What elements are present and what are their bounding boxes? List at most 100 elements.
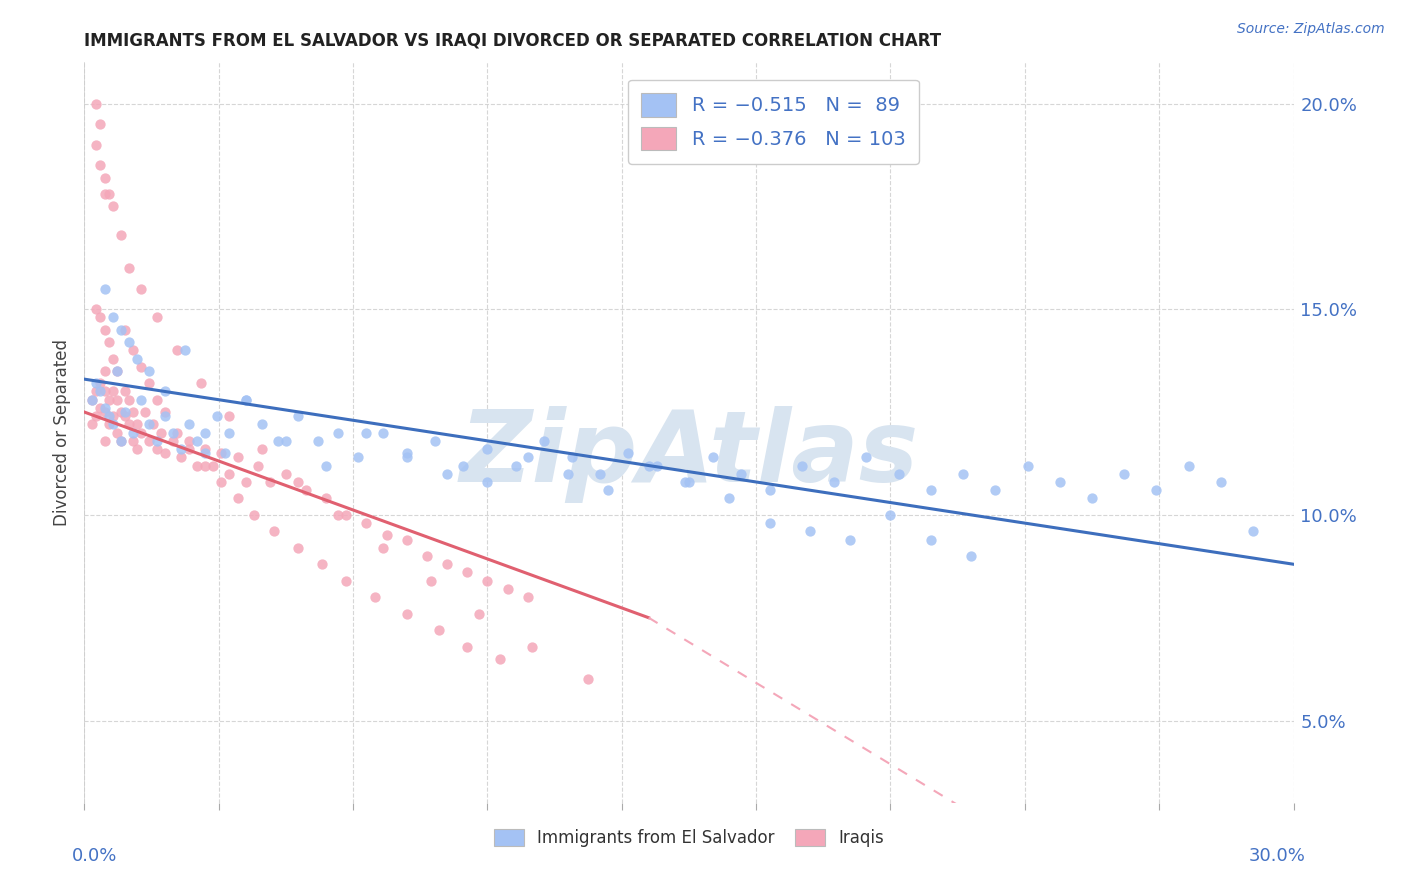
Point (138, 434, 160, 448)
Point (170, 450, 193, 465)
Point (110, 323, 132, 337)
Point (423, 434, 446, 448)
Point (218, 425, 240, 440)
Point (86, 302, 108, 317)
Point (190, 376, 212, 391)
Point (295, 483, 318, 498)
Point (105, 392, 128, 407)
Point (451, 458, 474, 473)
Point (516, 450, 538, 465)
Point (335, 574, 357, 588)
Point (589, 467, 612, 481)
Point (138, 376, 160, 391)
Point (617, 446, 640, 460)
Point (307, 434, 329, 448)
Point (97, 417, 120, 432)
Point (162, 425, 184, 440)
Point (110, 434, 132, 448)
Point (375, 528, 398, 542)
Point (879, 508, 901, 522)
Point (179, 417, 201, 432)
Text: 0.0%: 0.0% (72, 847, 118, 865)
Point (328, 508, 350, 522)
Point (101, 310, 124, 325)
Point (89, 310, 111, 325)
Point (179, 434, 201, 448)
Point (1114, 467, 1136, 481)
Point (125, 442, 148, 456)
Point (89, 401, 111, 415)
Point (125, 351, 148, 366)
Point (758, 516, 780, 530)
Legend: Immigrants from El Salvador, Iraqis: Immigrants from El Salvador, Iraqis (488, 822, 890, 854)
Point (118, 392, 141, 407)
Point (110, 405, 132, 419)
Point (235, 392, 257, 407)
Point (250, 442, 273, 456)
Point (174, 343, 197, 358)
Point (328, 425, 350, 440)
Point (1177, 458, 1199, 473)
Point (142, 417, 165, 432)
Point (86, 384, 108, 399)
Point (702, 450, 724, 465)
Point (477, 475, 499, 489)
Point (356, 516, 378, 530)
Point (436, 558, 458, 572)
Point (718, 491, 741, 506)
Point (114, 323, 136, 337)
Point (226, 491, 249, 506)
Point (533, 434, 555, 448)
Point (93, 170, 115, 185)
Point (93, 187, 115, 202)
Point (436, 467, 458, 481)
Point (263, 524, 285, 539)
Point (89, 158, 111, 172)
Point (218, 409, 240, 424)
Point (960, 549, 983, 563)
Point (121, 434, 143, 448)
Point (287, 409, 309, 424)
Point (356, 425, 378, 440)
Point (347, 450, 370, 465)
Point (235, 392, 257, 407)
Text: ZipAtlas: ZipAtlas (460, 407, 918, 503)
Point (395, 607, 418, 621)
Point (267, 434, 290, 448)
Point (194, 442, 217, 456)
Point (420, 574, 443, 588)
Point (1241, 524, 1264, 539)
Point (287, 541, 309, 555)
Point (82, 417, 104, 432)
Point (146, 434, 169, 448)
Point (315, 458, 337, 473)
Point (477, 574, 499, 588)
Point (274, 434, 297, 448)
Point (395, 450, 418, 465)
Point (246, 458, 269, 473)
Point (179, 442, 201, 456)
Point (557, 467, 579, 481)
Point (153, 405, 176, 419)
Text: Source: ZipAtlas.com: Source: ZipAtlas.com (1237, 22, 1385, 37)
Point (86, 137, 108, 152)
Point (101, 409, 124, 424)
Point (82, 392, 104, 407)
Point (799, 524, 821, 539)
Point (456, 640, 478, 654)
Point (416, 549, 439, 563)
Point (242, 508, 264, 522)
Point (105, 364, 128, 378)
Point (110, 434, 132, 448)
Point (138, 364, 160, 378)
Point (637, 458, 659, 473)
Point (207, 409, 229, 424)
Point (520, 640, 543, 654)
Point (97, 392, 120, 407)
Point (110, 228, 132, 243)
Point (97, 409, 120, 424)
Point (209, 446, 232, 460)
Point (209, 475, 232, 489)
Point (371, 541, 394, 555)
Point (311, 558, 333, 572)
